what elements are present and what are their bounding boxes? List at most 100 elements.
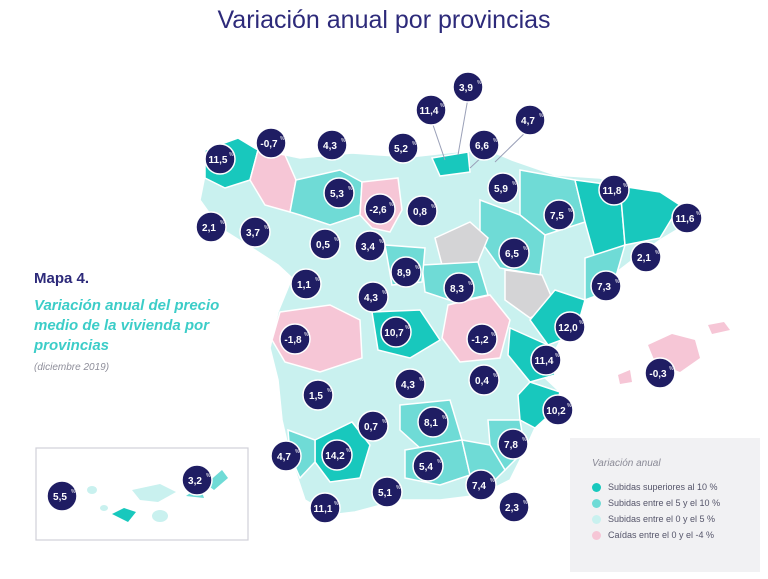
bubble-value: 8,3 (450, 284, 464, 295)
percent-sign: % (71, 489, 76, 495)
legend-swatch (592, 499, 601, 508)
bubble-a-coru-a: 11,5% (204, 143, 236, 175)
bubble-madrid: 10,7% (380, 316, 412, 348)
bubble-value: 4,7 (521, 116, 535, 127)
bubble-value: 5,3 (330, 189, 344, 200)
bubble-badajoz: 1,5% (302, 379, 334, 411)
bubble-value: 3,9 (459, 83, 473, 94)
bubble-value: 11,4 (420, 106, 439, 117)
bubble-circle (630, 241, 662, 273)
bubble-circle (406, 195, 438, 227)
bubble-c-ceres: -1,8% (279, 323, 311, 355)
bubble-value: 8,9 (397, 268, 411, 279)
bubble-circle (321, 439, 353, 471)
bubble-value: -2,6 (369, 205, 387, 216)
bubble-almer-a: 7,4% (465, 469, 497, 501)
bubble-value: 5,2 (394, 144, 408, 155)
bubble-value: 7,5 (550, 211, 564, 222)
percent-sign: % (477, 80, 482, 86)
bubble-value: 0,4 (475, 376, 489, 387)
bubble-circle (542, 394, 574, 426)
bubble-girona: 11,6% (671, 202, 703, 234)
bubble-cuenca: -1,2% (466, 323, 498, 355)
percent-sign: % (669, 366, 674, 372)
percent-sign: % (522, 437, 527, 443)
bubble-circle (514, 104, 546, 136)
bubble-salamanca: 1,1% (290, 268, 322, 300)
bubble-c-rdoba: 0,7% (357, 410, 389, 442)
legend-label: Caídas entre el 0 y el -4 % (608, 530, 715, 540)
bubble-value: -0,7 (260, 139, 278, 150)
bubble-circle (554, 311, 586, 343)
page-title: Variación anual por provincias (217, 6, 551, 34)
percent-sign: % (396, 485, 401, 491)
percent-sign: % (440, 103, 445, 109)
bubble-value: 3,2 (188, 476, 202, 487)
bubble-value: 2,1 (202, 223, 216, 234)
bubble-circle (468, 129, 500, 161)
bubble-value: 8,1 (424, 418, 438, 429)
bubble-huesca: 7,5% (543, 199, 575, 231)
bubble-circle (195, 211, 227, 243)
bubble-asturias: 4,3% (316, 129, 348, 161)
bubble-circle (380, 316, 412, 348)
bubble-pontevedra: 2,1% (195, 211, 227, 243)
legend: Variación anual Subidas superiores al 10… (570, 438, 760, 572)
caption-number: Mapa 4. (34, 270, 90, 287)
bubble-lleida: 11,8% (598, 174, 630, 206)
bubble-circle (204, 143, 236, 175)
percent-sign: % (389, 202, 394, 208)
bubble-circle (270, 440, 302, 472)
bubble-value: 5,5 (53, 492, 67, 503)
bubble-m-laga: 5,1% (371, 476, 403, 508)
bubble-circle (498, 491, 530, 523)
bubble-circle (316, 129, 348, 161)
legend-title: Variación anual (592, 458, 661, 469)
bubble-value: 2,1 (637, 253, 651, 264)
bubble-circle (354, 230, 386, 262)
bubble-value: 11,8 (603, 186, 622, 197)
percent-sign: % (419, 377, 424, 383)
bubble-circle (290, 268, 322, 300)
bubble-castell-n: 12,0% (554, 311, 586, 343)
bubble-le-n: 5,3% (323, 177, 355, 209)
bubble-value: 5,1 (378, 488, 392, 499)
bubble-tarragona: 7,3% (590, 270, 622, 302)
bubble-circle (443, 272, 475, 304)
percent-sign: % (490, 478, 495, 484)
bubble-cantabria: 5,2% (387, 132, 419, 164)
bubble-value: 5,4 (419, 462, 433, 473)
balearic-ibiza (618, 370, 632, 384)
percent-sign: % (304, 332, 309, 338)
bubble-circle (417, 406, 449, 438)
bubble-navarra: 4,7% (514, 104, 546, 136)
percent-sign: % (655, 250, 660, 256)
caption-title: Variación anual del precio medio de la v… (34, 297, 220, 354)
region-caceres (271, 304, 363, 373)
bubble-zamora: 0,5% (309, 228, 341, 260)
bubble-santa-cruz-de-tenerife: 3,2% (181, 464, 213, 496)
percent-sign: % (334, 237, 339, 243)
percent-sign: % (431, 204, 436, 210)
bubble-araba: 6,6% (468, 129, 500, 161)
percent-sign: % (348, 186, 353, 192)
bubble-illes-balears: -0,3% (644, 357, 676, 389)
bubble-value: 7,3 (597, 282, 611, 293)
bubble-circle (46, 480, 78, 512)
bubble-la-rioja: 5,9% (487, 172, 519, 204)
bubble-value: 3,4 (361, 242, 375, 253)
bubble--vila: 4,3% (357, 281, 389, 313)
bubble-circle (239, 216, 271, 248)
bubble-value: 0,8 (413, 207, 427, 218)
bubble-murcia: 7,8% (497, 428, 529, 460)
bubble-circle (644, 357, 676, 389)
bubble-circle (309, 492, 341, 524)
legend-swatch (592, 515, 601, 524)
value-bubbles: 11,5 %-0,7 %4,3 %5,2 %11,4 %3,9 %6,6 %4,7 %2,1 %3… (46, 71, 703, 524)
bubble-value: 0,5 (316, 240, 330, 251)
percent-sign: % (568, 208, 573, 214)
bubble-albacete: 0,4% (468, 364, 500, 396)
percent-sign: % (295, 449, 300, 455)
bubble-circle (487, 172, 519, 204)
bubble-circle (468, 364, 500, 396)
